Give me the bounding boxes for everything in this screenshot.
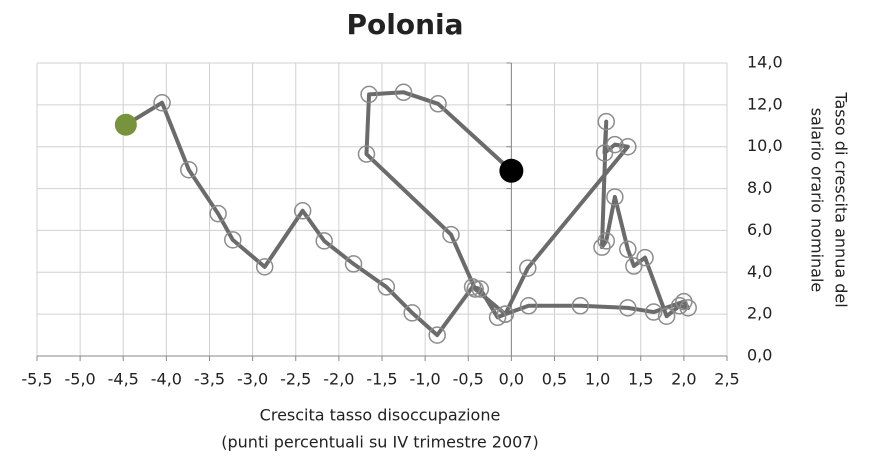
point [675,292,693,311]
point [428,326,446,344]
point [571,297,590,315]
point [488,308,507,327]
point [394,83,413,102]
point [293,202,312,220]
y-tick-label: 8,0 [747,178,772,197]
point [619,299,637,317]
point [377,278,396,296]
point [403,304,421,322]
y-tick-label: 6,0 [747,220,772,239]
x-tick-label: -5,0 [65,370,96,389]
point [360,85,378,104]
x-tick-label: -3,0 [237,370,268,389]
point [670,297,689,315]
x-tick-label: -2,5 [280,370,311,389]
end-point [499,158,524,183]
x-tick-label: 0,5 [542,370,567,389]
x-axis-title: (punti percentuali su IV trimestre 2007) [221,433,538,452]
x-tick-label: -1,0 [410,370,441,389]
chart-title: Polonia [346,8,463,41]
point [463,278,482,296]
point [496,305,515,323]
point [209,204,227,223]
y-tick-label: 12,0 [747,94,783,113]
point [597,112,615,131]
point [625,257,643,275]
point [344,255,363,273]
y-tick-label: 2,0 [747,304,772,323]
x-tick-label: 1,5 [628,370,653,389]
x-tick-label: -4,0 [151,370,182,389]
point [606,188,624,206]
point [357,145,376,163]
point [619,240,637,259]
y-axis-title: salario orario nominale [808,108,827,293]
x-tick-label: 1,0 [585,370,610,389]
x-tick-label: -4,5 [108,370,139,389]
point [180,160,198,179]
x-tick-label: 0,0 [499,370,524,389]
y-tick-label: 0,0 [747,346,772,365]
x-tick-label: 2,5 [714,370,739,389]
y-axis-title: Tasso di crescita annua del [832,91,851,307]
x-tick-label: -3,5 [194,370,225,389]
point [657,307,676,325]
point [466,280,484,298]
y-tick-label: 14,0 [747,53,783,72]
point [619,137,637,156]
y-tick-label: 4,0 [747,262,772,281]
point [644,303,663,321]
point [519,297,538,315]
y-tick-label: 10,0 [747,136,783,155]
point [636,248,654,267]
x-axis-title: Crescita tasso disoccupazione [260,406,501,425]
point [471,280,490,298]
point [442,225,460,244]
x-tick-label: -2,0 [323,370,354,389]
point [595,144,614,162]
point [315,232,333,250]
x-tick-label: -1,5 [366,370,397,389]
start-point [114,113,137,136]
point [153,94,171,112]
point [597,232,615,250]
point [255,258,274,276]
x-tick-label: 2,0 [671,370,696,389]
point [519,259,537,277]
x-tick-label: -0,5 [453,370,484,389]
point [429,95,447,113]
point [224,231,242,249]
x-tick-label: -5,5 [21,370,52,389]
